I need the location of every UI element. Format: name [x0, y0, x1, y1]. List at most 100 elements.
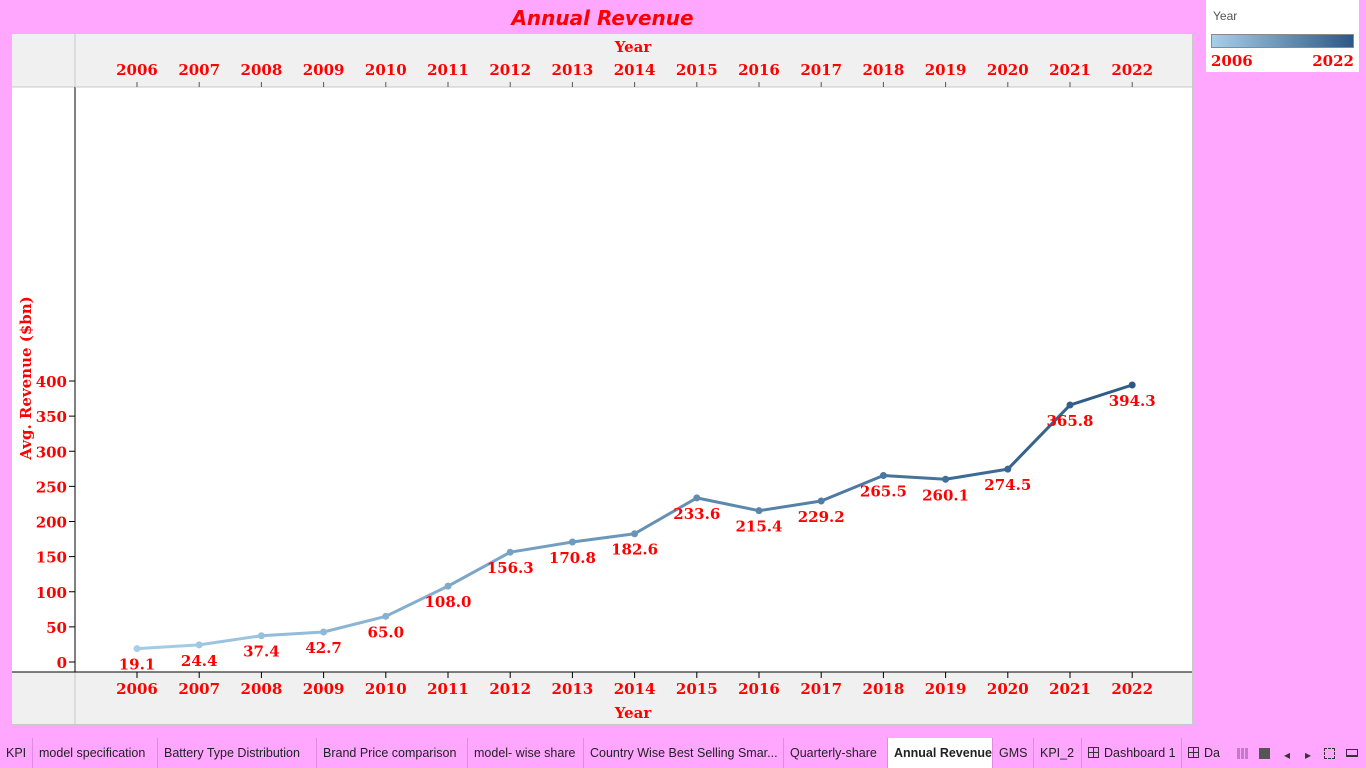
legend-min-label: 2006: [1211, 52, 1253, 70]
presentation-icon[interactable]: [1346, 749, 1358, 757]
prev-arrow-icon[interactable]: ◂: [1284, 748, 1291, 762]
data-point[interactable]: [1004, 465, 1012, 473]
line-segment[interactable]: [508, 540, 574, 554]
data-point[interactable]: [382, 612, 390, 620]
line-segment[interactable]: [819, 473, 885, 503]
top-x-tick-label: 2007: [178, 61, 220, 79]
bottom-x-tick-label: 2007: [178, 680, 220, 698]
tab-dashboard-1[interactable]: Dashboard 1: [1082, 738, 1182, 768]
data-point[interactable]: [195, 641, 203, 649]
bottom-x-tick-label: 2022: [1111, 680, 1153, 698]
line-segment[interactable]: [695, 496, 761, 513]
top-x-tick-label: 2006: [116, 61, 158, 79]
tab-kpi[interactable]: KPI: [0, 738, 33, 768]
data-point[interactable]: [817, 497, 825, 505]
y-tick-label: 50: [46, 619, 67, 637]
data-point[interactable]: [693, 494, 701, 502]
sheet-icon[interactable]: [1259, 748, 1270, 759]
top-x-axis-ticks: 2006 2007 2008 2009 2010 2011 2012 2013 2014 2015…: [75, 61, 1193, 88]
chart-title: Annual Revenue: [511, 6, 694, 30]
line-segment[interactable]: [881, 473, 948, 481]
top-x-tick-label: 2008: [241, 61, 283, 79]
top-x-tick-label: 2010: [365, 61, 407, 79]
top-x-axis-title: Year: [614, 38, 653, 56]
y-tick-label: 0: [57, 654, 67, 672]
bottom-x-tick-label: 2021: [1049, 680, 1091, 698]
y-tick-label: 250: [36, 478, 67, 496]
data-point[interactable]: [257, 632, 265, 640]
line-segment[interactable]: [1006, 403, 1072, 471]
tab-country-wise-best-selling[interactable]: Country Wise Best Selling Smar...: [584, 738, 784, 768]
line-segment[interactable]: [384, 584, 450, 618]
data-point[interactable]: [755, 507, 763, 515]
data-point[interactable]: [133, 645, 141, 653]
tab-dashboard-partial[interactable]: Da: [1182, 738, 1222, 768]
top-x-tick-label: 2018: [863, 61, 905, 79]
data-point[interactable]: [1066, 401, 1074, 409]
line-chart[interactable]: Year Year Avg. Revenue ($bn) 0 50 100 150 20…: [12, 34, 1193, 725]
line-segment[interactable]: [322, 614, 388, 634]
data-point[interactable]: [568, 538, 576, 546]
data-label: 229.2: [798, 508, 845, 526]
legend-max-label: 2022: [1312, 52, 1354, 70]
data-point[interactable]: [506, 548, 514, 556]
next-arrow-icon[interactable]: ▸: [1305, 748, 1312, 762]
sheet-tab-bar: KPI model specification Battery Type Dis…: [0, 738, 1366, 768]
legend-title: Year: [1213, 9, 1238, 23]
top-x-tick-label: 2014: [614, 61, 656, 79]
chart-area[interactable]: Year Year Avg. Revenue ($bn) 0 50 100 150 20…: [12, 34, 1193, 725]
data-label: 156.3: [487, 559, 534, 577]
color-legend[interactable]: Year 2006 2022: [1206, 0, 1359, 72]
film-strip-icon[interactable]: [1237, 748, 1249, 759]
data-label: 274.5: [984, 476, 1031, 494]
bottom-x-tick-label: 2019: [925, 680, 967, 698]
bottom-x-tick-label: 2016: [738, 680, 780, 698]
bottom-x-tick-label: 2010: [365, 680, 407, 698]
line-segment[interactable]: [1068, 383, 1134, 407]
data-label: 394.3: [1109, 392, 1156, 410]
bottom-x-tick-label: 2009: [303, 680, 345, 698]
data-label: 182.6: [611, 541, 658, 559]
bottom-x-tick-label: 2018: [863, 680, 905, 698]
data-point[interactable]: [444, 582, 452, 590]
data-point[interactable]: [1128, 381, 1136, 389]
dashboard-icon: [1088, 747, 1099, 758]
bottom-x-axis-title: Year: [614, 704, 653, 722]
revenue-series-line[interactable]: [135, 383, 1134, 651]
top-x-tick-label: 2012: [489, 61, 531, 79]
top-x-tick-label: 2015: [676, 61, 718, 79]
bottom-axis-band: [12, 672, 1193, 725]
line-segment[interactable]: [135, 643, 201, 651]
line-segment[interactable]: [757, 499, 823, 513]
line-segment[interactable]: [197, 634, 263, 647]
bottom-x-tick-label: 2006: [116, 680, 158, 698]
legend-gradient-bar: [1211, 34, 1354, 48]
line-segment[interactable]: [446, 550, 512, 588]
top-x-tick-label: 2021: [1049, 61, 1091, 79]
line-segment[interactable]: [259, 630, 326, 638]
data-point[interactable]: [879, 471, 887, 479]
revenue-series-points[interactable]: [133, 381, 1136, 653]
tab-gms[interactable]: GMS: [993, 738, 1034, 768]
y-tick-label: 100: [36, 584, 67, 602]
tab-quarterly-share[interactable]: Quarterly-share: [784, 738, 888, 768]
bottom-x-tick-label: 2008: [241, 680, 283, 698]
tab-battery-type-distribution[interactable]: Battery Type Distribution: [158, 738, 317, 768]
line-segment[interactable]: [944, 467, 1010, 481]
line-segment[interactable]: [570, 532, 637, 544]
tab-kpi-2[interactable]: KPI_2: [1034, 738, 1082, 768]
y-axis-title: Avg. Revenue ($bn): [17, 296, 35, 461]
tab-model-specification[interactable]: model specification: [33, 738, 158, 768]
tab-model-wise-share[interactable]: model- wise share: [468, 738, 584, 768]
tab-annual-revenue[interactable]: Annual Revenue: [888, 738, 993, 768]
data-point[interactable]: [942, 475, 950, 483]
top-x-tick-label: 2022: [1111, 61, 1153, 79]
data-label: 108.0: [425, 593, 472, 611]
bottom-x-tick-label: 2013: [552, 680, 594, 698]
top-x-tick-label: 2009: [303, 61, 345, 79]
tab-brand-price-comparison[interactable]: Brand Price comparison: [317, 738, 468, 768]
data-point[interactable]: [320, 628, 328, 636]
data-point[interactable]: [631, 530, 639, 538]
line-segment[interactable]: [633, 496, 699, 536]
fullscreen-icon[interactable]: [1324, 748, 1335, 759]
